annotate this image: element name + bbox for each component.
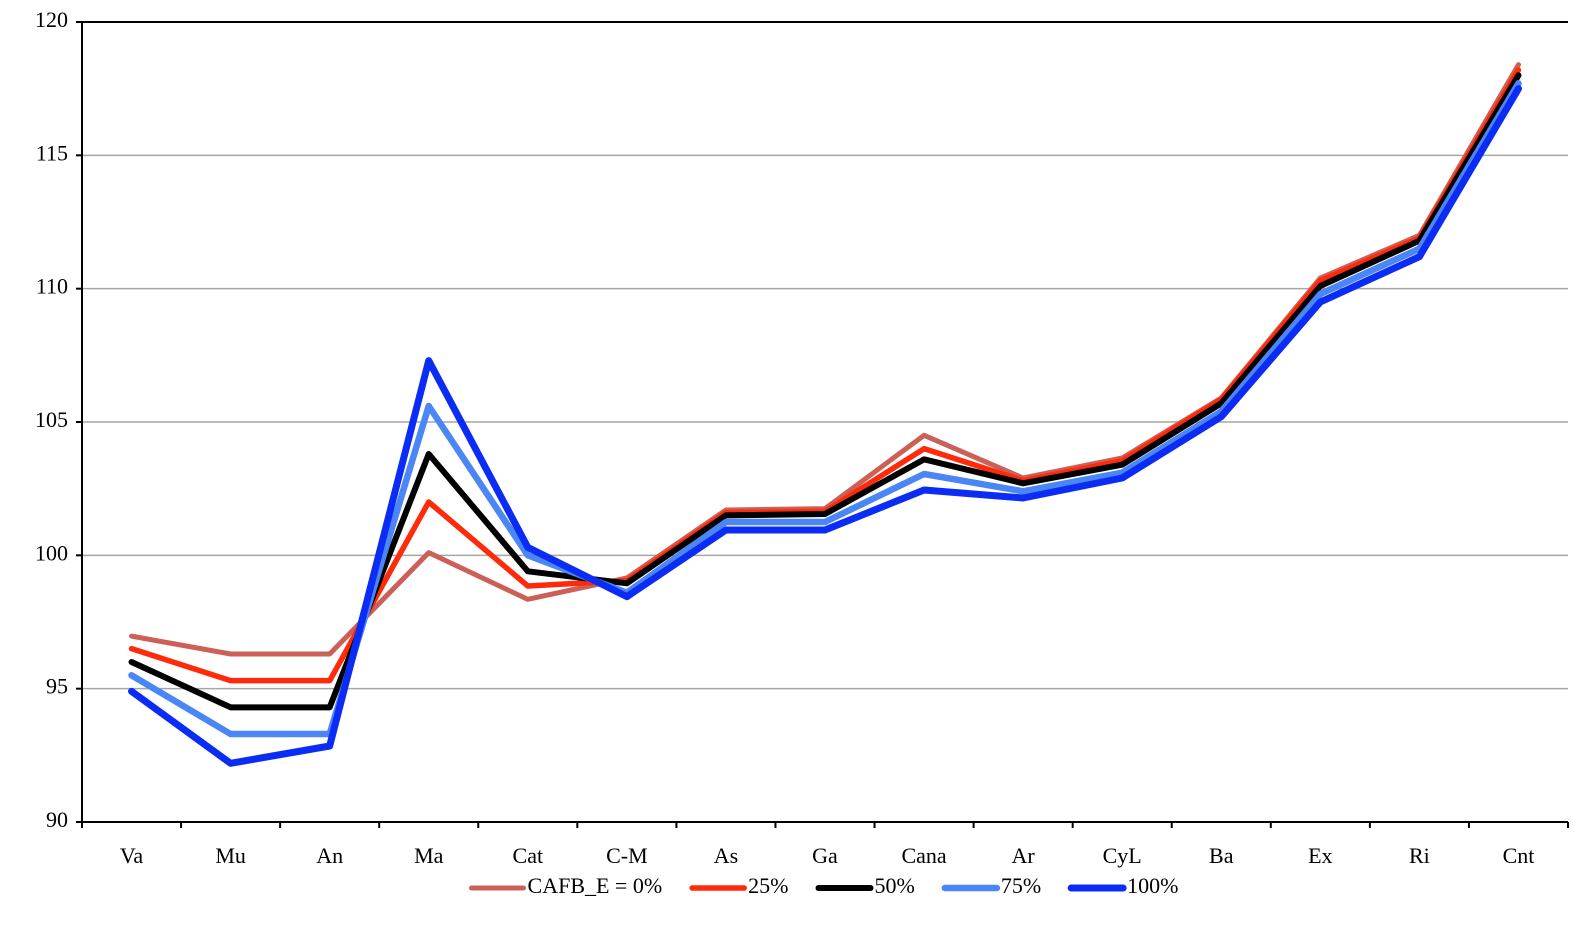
y-tick-label: 110	[36, 274, 68, 299]
legend: CAFB_E = 0% 25% 50% 75% 100%	[469, 873, 1178, 898]
legend-item: 50%	[815, 873, 915, 898]
x-tick-label: Cana	[901, 843, 946, 868]
series-line	[128, 85, 1522, 767]
x-tick-label: CyL	[1103, 843, 1142, 868]
y-tick-label: 90	[46, 807, 68, 832]
x-tick-label: Va	[120, 843, 143, 868]
legend-item: 75%	[941, 873, 1041, 898]
x-tick-label: Ri	[1409, 843, 1430, 868]
legend-item: CAFB_E = 0%	[469, 873, 663, 898]
x-tick-label: Ma	[414, 843, 444, 868]
legend-item: 25%	[689, 873, 789, 898]
x-tick-label: Ga	[812, 843, 838, 868]
series-line	[129, 62, 1521, 657]
y-tick-label: 105	[35, 407, 68, 432]
legend-label: 100%	[1127, 873, 1178, 898]
x-tick-label: C-M	[606, 843, 648, 868]
x-tick-label: Cat	[513, 843, 544, 868]
y-tick-label: 115	[36, 140, 68, 165]
x-tick-label: As	[714, 843, 738, 868]
x-tick-label: Ex	[1308, 843, 1332, 868]
legend-label: 50%	[875, 873, 915, 898]
x-tick-label: Ba	[1209, 843, 1234, 868]
series-line	[128, 67, 1522, 684]
y-tick-label: 100	[35, 540, 68, 565]
legend-item: 100%	[1067, 873, 1178, 898]
x-tick-label: An	[316, 843, 343, 868]
x-tick-label: Ar	[1012, 843, 1036, 868]
legend-label: 75%	[1001, 873, 1041, 898]
series-line	[128, 80, 1522, 738]
x-tick-label: Cnt	[1503, 843, 1535, 868]
y-tick-label: 120	[35, 7, 68, 32]
legend-label: 25%	[748, 873, 788, 898]
series-line	[128, 72, 1522, 711]
x-tick-label: Mu	[215, 843, 246, 868]
legend-label: CAFB_E = 0%	[528, 873, 663, 898]
y-tick-label: 95	[46, 674, 68, 699]
